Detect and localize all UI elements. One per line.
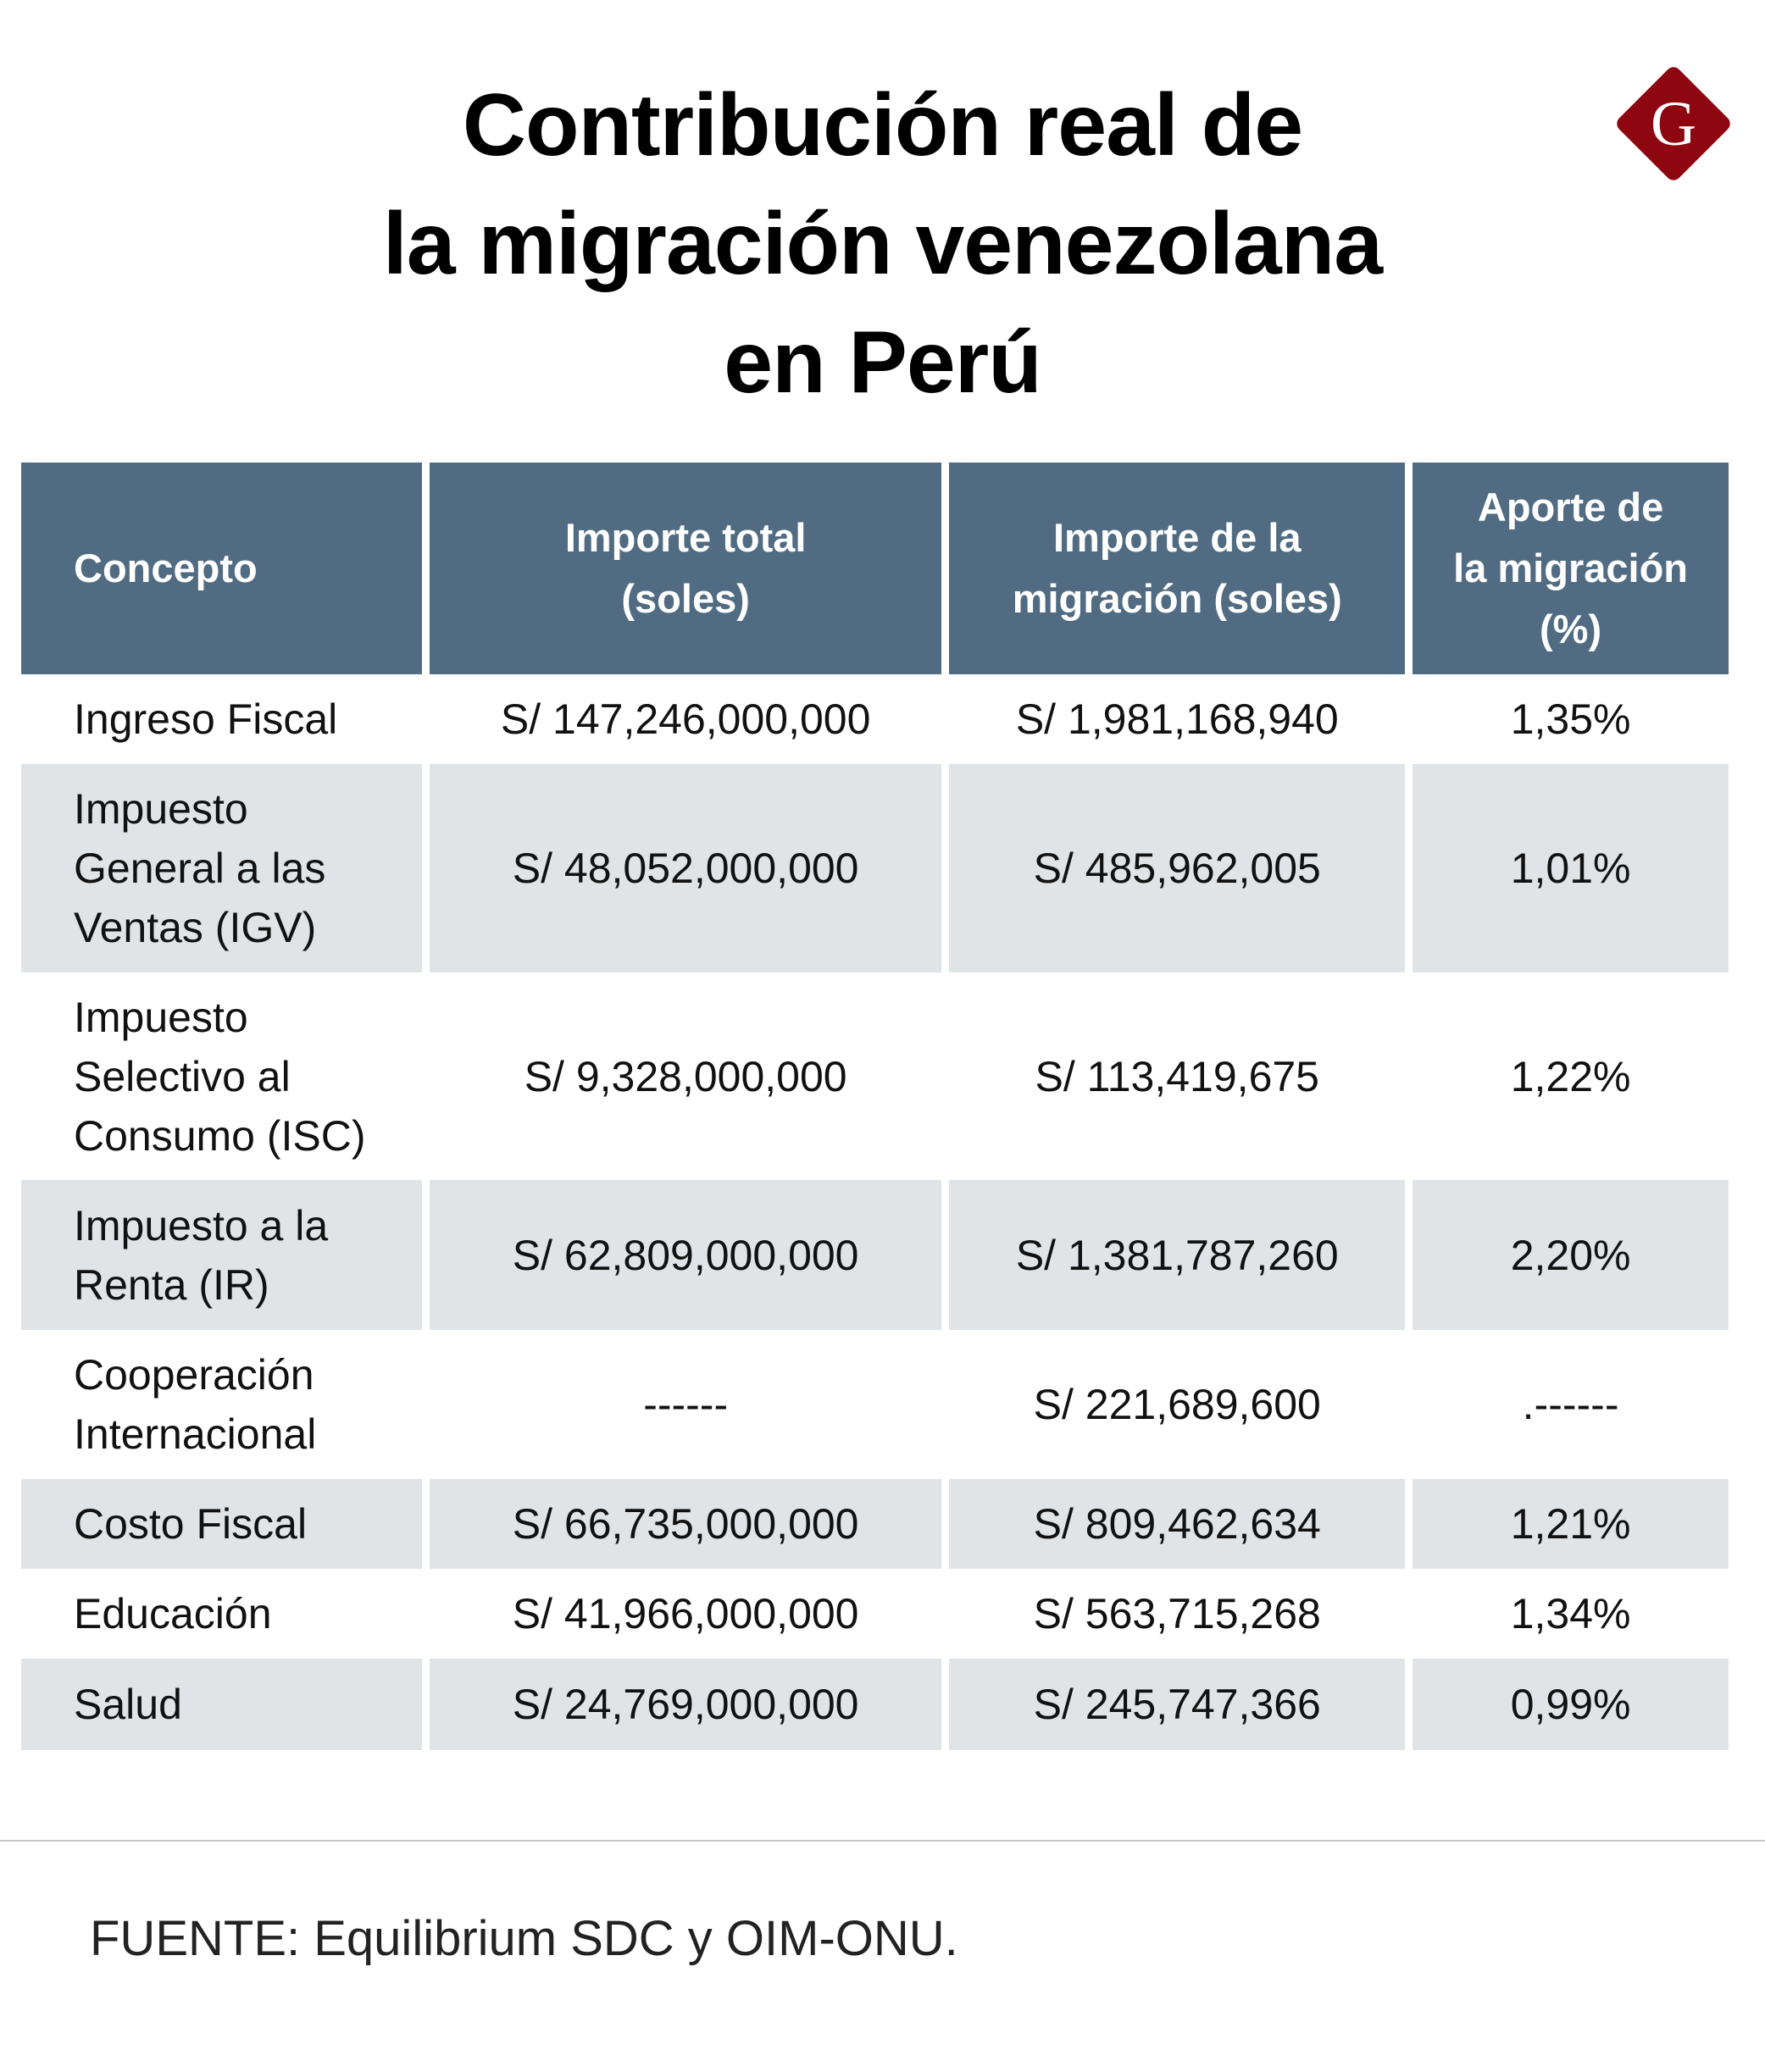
cell-aporte: 1,35%	[1510, 695, 1631, 743]
cell-aporte: 1,22%	[1510, 1052, 1631, 1100]
header-concepto: Concepto	[21, 463, 422, 674]
cell-concepto: Ingreso Fiscal	[74, 695, 338, 743]
cell-concepto: Costo Fiscal	[21, 1479, 422, 1569]
cell-aporte: .------	[1522, 1381, 1619, 1428]
cell-importe-total: S/ 48,052,000,000	[429, 764, 942, 972]
title-line: Contribución real de	[462, 76, 1303, 175]
cell-importe-total: S/ 9,328,000,000	[524, 1052, 847, 1100]
cell-concepto: Impuesto a la Renta (IR)	[21, 1180, 422, 1330]
cell-importe-migracion: S/ 221,689,600	[1033, 1381, 1321, 1428]
svg-text:G: G	[1651, 89, 1696, 159]
cell-importe-total: S/ 24,769,000,000	[429, 1659, 942, 1750]
header-importe-migracion: Importe de la migración (soles)	[949, 463, 1406, 674]
table-row: Salud S/ 24,769,000,000 S/ 245,747,366 0,99…	[21, 1659, 1729, 1750]
table-row: Educación S/ 41,966,000,000 S/ 563,715,268…	[21, 1569, 1729, 1659]
header-aporte: Aporte de la migración (%)	[1413, 463, 1729, 674]
cell-concepto: Educación	[74, 1590, 272, 1637]
cell-concepto: Impuesto Selectivo al Consumo (ISC)	[74, 993, 366, 1160]
cell-aporte: 1,01%	[1413, 764, 1729, 972]
header-importe-total: Importe total (soles)	[429, 463, 942, 674]
contribution-table: Concepto Importe total (soles) Importe de…	[14, 463, 1736, 1750]
title-line: en Perú	[724, 313, 1041, 412]
cell-importe-migracion: S/ 1,381,787,260	[949, 1180, 1406, 1330]
divider	[0, 1840, 1765, 1842]
cell-importe-migracion: S/ 245,747,366	[949, 1659, 1406, 1750]
cell-importe-total: ------	[643, 1381, 729, 1428]
cell-importe-migracion: S/ 1,981,168,940	[1015, 695, 1339, 743]
page-title: Contribución real de la migración venezo…	[0, 66, 1765, 422]
table-row: Costo Fiscal S/ 66,735,000,000 S/ 809,462,…	[21, 1479, 1729, 1569]
cell-concepto: Salud	[21, 1659, 422, 1750]
cell-importe-migracion: S/ 113,419,675	[1035, 1052, 1319, 1100]
cell-importe-total: S/ 62,809,000,000	[429, 1180, 942, 1330]
cell-aporte: 0,99%	[1413, 1659, 1729, 1750]
gestion-logo-icon: G	[1617, 67, 1730, 180]
cell-importe-total: S/ 41,966,000,000	[512, 1590, 859, 1637]
table-row: Impuesto Selectivo al Consumo (ISC) S/ 9,32…	[21, 972, 1729, 1180]
cell-importe-total: S/ 147,246,000,000	[500, 695, 871, 743]
cell-importe-total: S/ 66,735,000,000	[429, 1479, 942, 1569]
table-header-row: Concepto Importe total (soles) Importe de…	[21, 463, 1729, 674]
cell-aporte: 2,20%	[1413, 1180, 1729, 1330]
cell-importe-migracion: S/ 563,715,268	[1033, 1590, 1321, 1637]
title-line: la migración venezolana	[382, 195, 1383, 293]
cell-aporte: 1,21%	[1413, 1479, 1729, 1569]
source-note: FUENTE: Equilibrium SDC y OIM-ONU.	[90, 1911, 958, 1966]
cell-concepto: Cooperación Internacional	[74, 1351, 317, 1458]
table-row: Impuesto General a las Ventas (IGV) S/ 48,0…	[21, 764, 1729, 972]
cell-aporte: 1,34%	[1510, 1590, 1631, 1637]
cell-importe-migracion: S/ 485,962,005	[949, 764, 1406, 972]
table-row: Cooperación Internacional ------ S/ 221,689…	[21, 1330, 1729, 1479]
table-row: Impuesto a la Renta (IR) S/ 62,809,000,000…	[21, 1180, 1729, 1330]
cell-concepto: Impuesto General a las Ventas (IGV)	[21, 764, 422, 972]
cell-importe-migracion: S/ 809,462,634	[949, 1479, 1406, 1569]
table-row: Ingreso Fiscal S/ 147,246,000,000 S/ 1,981…	[21, 674, 1729, 764]
